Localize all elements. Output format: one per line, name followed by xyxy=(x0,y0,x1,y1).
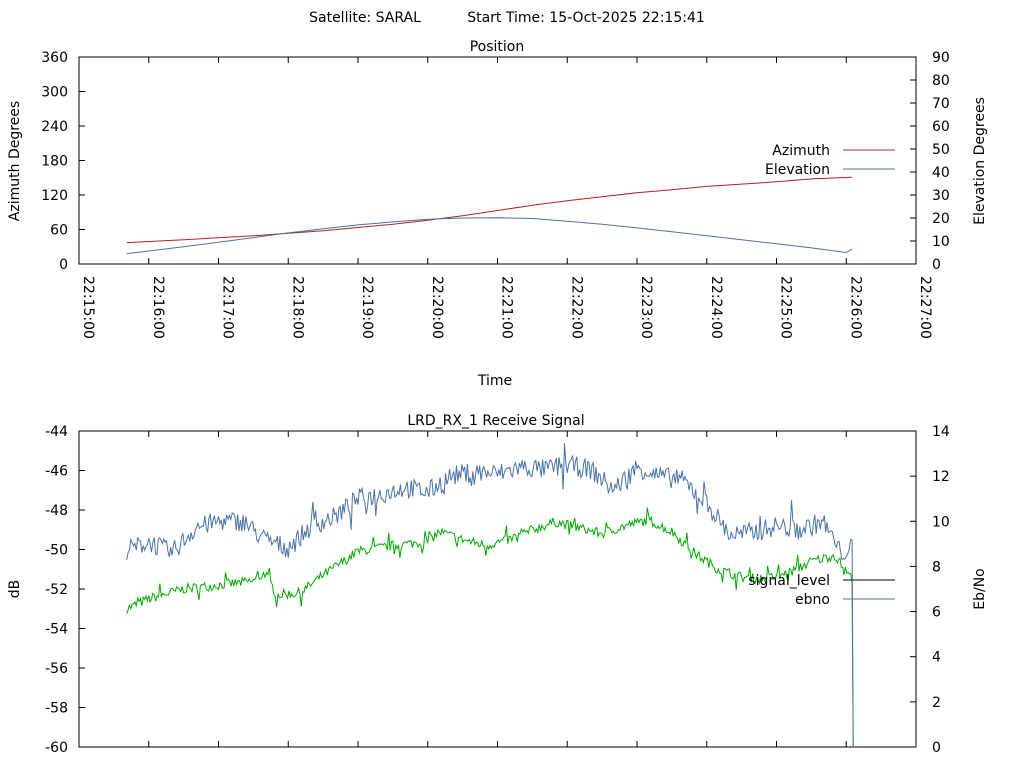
position-x-label: Time xyxy=(477,373,512,389)
y-left-tick-label: -56 xyxy=(45,661,68,677)
y-right-tick-label: 10 xyxy=(932,234,950,250)
position-axes: 0 60 120 180 240 300 360 0 10 20 30 40 50 60 70 80 90 22:… xyxy=(41,50,950,339)
x-tick-label: 22:18:00 xyxy=(289,276,305,339)
y-left-tick-label: -48 xyxy=(45,503,68,519)
y-left-tick-label: 300 xyxy=(41,85,68,101)
x-tick-label: 22:26:00 xyxy=(847,276,863,339)
x-tick-label: 22:17:00 xyxy=(220,276,236,339)
x-tick-label: 22:24:00 xyxy=(708,276,724,339)
y-left-tick-label: -52 xyxy=(45,582,68,598)
y-right-tick-label: 8 xyxy=(932,559,941,575)
legend-label: Azimuth xyxy=(772,143,830,159)
signal-title: LRD_RX_1 Receive Signal xyxy=(407,413,584,429)
signal-chart: LRD_RX_1 Receive Signal -60-58-56-54-52-… xyxy=(7,413,988,756)
y-left-tick-label: 120 xyxy=(41,188,68,204)
y-right-tick-label: 60 xyxy=(932,119,950,135)
y-right-tick-label: 6 xyxy=(932,605,941,621)
y-right-tick-label: 20 xyxy=(932,211,950,227)
series-line-elevation xyxy=(126,217,853,255)
position-y-left-label: Azimuth Degrees xyxy=(7,101,23,221)
y-right-tick-label: 30 xyxy=(932,188,950,204)
position-title: Position xyxy=(470,39,525,55)
y-left-tick-label: 180 xyxy=(41,154,68,170)
series-line-ebno xyxy=(126,443,854,748)
y-right-tick-label: 4 xyxy=(932,650,941,666)
position-chart: Position 0 60 120 180 240 300 360 0 10 20 30 40 50 60… xyxy=(7,39,988,389)
position-series: Azimuth Elevation xyxy=(126,143,895,255)
legend-label: Elevation xyxy=(765,162,830,178)
signal-y-right-label: Eb/No xyxy=(972,568,988,610)
series-line-signal-level xyxy=(126,507,854,748)
y-right-tick-label: 2 xyxy=(932,695,941,711)
y-right-tick-label: 70 xyxy=(932,96,950,112)
x-tick-label: 22:20:00 xyxy=(429,276,445,339)
header-start-time: Start Time: 15-Oct-2025 22:15:41 xyxy=(467,10,705,26)
y-right-tick-label: 50 xyxy=(932,142,950,158)
y-right-tick-label: 12 xyxy=(932,469,950,485)
x-tick-label: 22:23:00 xyxy=(638,276,654,339)
legend-label: signal_level xyxy=(748,573,830,589)
legend-label: ebno xyxy=(795,592,830,608)
signal-y-left-label: dB xyxy=(7,580,23,599)
y-left-tick-label: -44 xyxy=(45,424,68,440)
x-tick-label: 22:25:00 xyxy=(778,276,794,339)
y-left-tick-label: 60 xyxy=(50,223,68,239)
y-right-tick-label: 14 xyxy=(932,424,950,440)
y-right-tick-label: 90 xyxy=(932,50,950,66)
y-right-tick-label: 40 xyxy=(932,165,950,181)
y-right-tick-label: 0 xyxy=(932,740,941,756)
y-left-tick-label: -54 xyxy=(45,622,68,638)
x-tick-label: 22:15:00 xyxy=(80,276,96,339)
series-line-azimuth xyxy=(126,176,853,244)
y-right-tick-label: 0 xyxy=(932,257,941,273)
signal-plot-frame xyxy=(78,430,917,748)
x-tick-label: 22:21:00 xyxy=(499,276,515,339)
position-y-right-label: Elevation Degrees xyxy=(972,97,988,225)
y-left-tick-label: -46 xyxy=(45,464,68,480)
y-right-tick-label: 10 xyxy=(932,514,950,530)
y-left-tick-label: -50 xyxy=(45,543,68,559)
x-tick-label: 22:27:00 xyxy=(917,276,933,339)
y-left-tick-label: -60 xyxy=(45,740,68,756)
y-left-tick-label: -58 xyxy=(45,701,68,717)
x-tick-label: 22:16:00 xyxy=(150,276,166,339)
header-satellite: Satellite: SARAL xyxy=(309,10,421,26)
y-left-tick-label: 360 xyxy=(41,50,68,66)
x-tick-label: 22:22:00 xyxy=(568,276,584,339)
signal-axes: -60 -58 -56 -54 -52 -50 -48 -46 -44 0 2 4 6 8 10 12 14 xyxy=(45,424,950,756)
x-tick-label: 22:19:00 xyxy=(359,276,375,339)
y-left-tick-label: 0 xyxy=(59,257,68,273)
y-left-tick-label: 240 xyxy=(41,119,68,135)
position-plot-frame xyxy=(78,56,917,265)
y-right-tick-label: 80 xyxy=(932,73,950,89)
